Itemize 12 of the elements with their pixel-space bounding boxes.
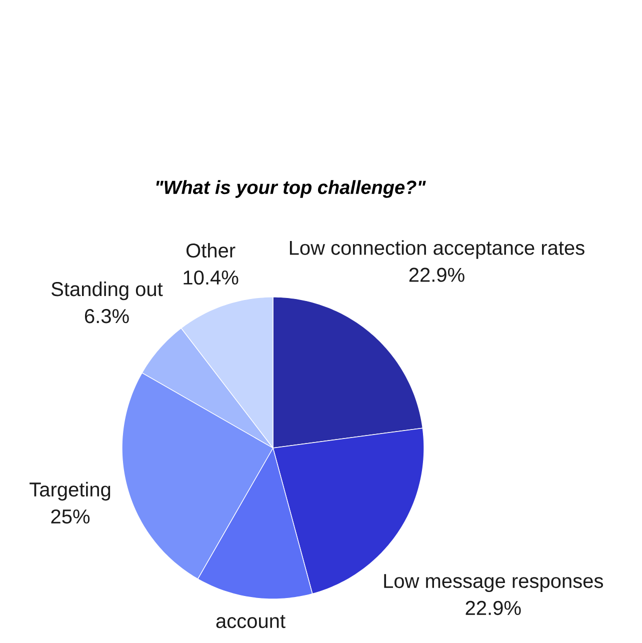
slice-label: Low message responses bbox=[384, 574, 603, 592]
data-label: 22.9% bbox=[466, 600, 521, 616]
data-label: 25% bbox=[51, 509, 90, 524]
data-label: 22.9% bbox=[409, 268, 464, 282]
slice-label: Targeting bbox=[30, 482, 110, 501]
chart-title: "What is your top challenge?" bbox=[156, 180, 426, 198]
slice-label: Standing out bbox=[52, 282, 163, 300]
slice-label: Other bbox=[186, 242, 236, 258]
data-label: 6.3% bbox=[84, 309, 129, 324]
slice-label: Low connection acceptance rates bbox=[290, 240, 584, 259]
slice-label: account bbox=[216, 614, 286, 628]
data-label: 10.4% bbox=[184, 270, 238, 285]
